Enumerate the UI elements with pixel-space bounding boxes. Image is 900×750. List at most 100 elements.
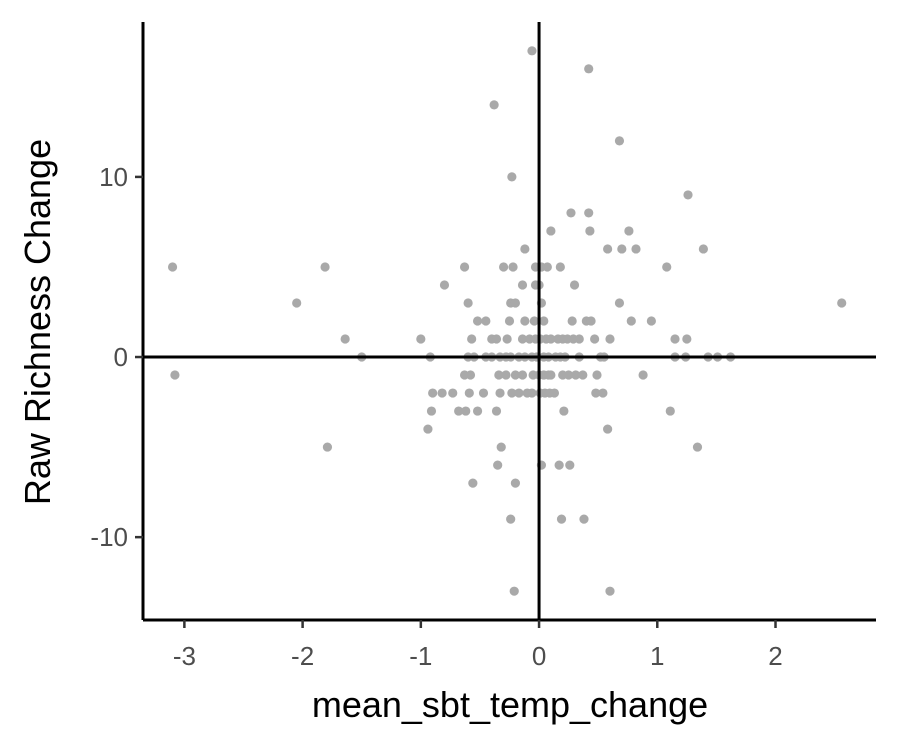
data-point (555, 262, 565, 272)
data-point (605, 334, 615, 344)
data-point (682, 334, 692, 344)
data-point (590, 334, 600, 344)
x-tick-label: 1 (650, 641, 664, 671)
data-point (646, 316, 656, 326)
data-point (603, 424, 613, 434)
data-point (559, 406, 569, 416)
data-point (506, 514, 516, 524)
data-point (520, 244, 530, 254)
x-tick-label: 0 (532, 641, 546, 671)
data-point (517, 370, 528, 380)
x-tick-label: -3 (173, 641, 196, 671)
data-point (508, 262, 518, 272)
data-point (509, 586, 519, 596)
data-point (546, 334, 556, 344)
data-point (638, 370, 648, 380)
data-point (529, 316, 539, 326)
data-point (510, 478, 521, 488)
data-point (439, 280, 450, 290)
data-point (423, 424, 433, 434)
data-point (517, 280, 528, 290)
data-point (472, 316, 483, 326)
data-point (467, 334, 477, 344)
data-point (574, 334, 584, 344)
data-point (586, 316, 596, 326)
data-point (322, 442, 333, 452)
y-axis-title: Raw Richness Change (17, 139, 58, 505)
data-point (556, 514, 567, 524)
data-point (549, 388, 560, 398)
data-point (428, 388, 438, 398)
data-point (670, 334, 680, 344)
data-point (683, 190, 693, 200)
data-point (614, 136, 625, 146)
data-point (564, 370, 574, 380)
data-point (495, 388, 505, 398)
data-point (517, 334, 528, 344)
data-point (614, 298, 625, 308)
data-point (170, 370, 180, 380)
data-point (546, 370, 556, 380)
data-point (491, 334, 502, 344)
data-point (584, 208, 594, 218)
axes-layer (141, 22, 876, 622)
data-point (520, 316, 530, 326)
data-point (698, 244, 708, 254)
data-point (546, 226, 556, 236)
data-point (539, 316, 549, 326)
x-tick-label: -2 (291, 641, 314, 671)
data-point (527, 388, 537, 398)
data-point (514, 388, 524, 398)
data-point (631, 244, 641, 254)
data-point (510, 298, 521, 308)
data-point (498, 262, 509, 272)
data-point (626, 316, 636, 326)
data-point (340, 334, 350, 344)
data-point (510, 370, 521, 380)
data-point (167, 262, 178, 272)
points-layer (167, 46, 847, 596)
data-point (448, 388, 458, 398)
data-point (579, 514, 589, 524)
data-point (617, 244, 627, 254)
data-point (489, 100, 499, 110)
x-axis-title: mean_sbt_temp_change (312, 684, 708, 725)
data-point (416, 334, 426, 344)
y-tick-label: 10 (99, 162, 128, 192)
data-point (565, 460, 575, 470)
data-point (491, 406, 502, 416)
data-point (591, 388, 601, 398)
data-point (592, 370, 602, 380)
data-point (501, 370, 511, 380)
data-point (493, 460, 503, 470)
data-point (603, 244, 613, 254)
data-point (320, 262, 330, 272)
data-point (585, 226, 595, 236)
y-tick-label: 0 (114, 342, 128, 372)
data-point (624, 226, 634, 236)
y-tick-label: -10 (90, 522, 128, 552)
data-point (496, 442, 506, 452)
data-point (542, 262, 552, 272)
data-point (437, 388, 447, 398)
data-point (464, 388, 474, 398)
data-point (692, 442, 703, 452)
data-point (465, 370, 476, 380)
data-point (481, 316, 491, 326)
data-point (598, 388, 608, 398)
data-point (494, 370, 504, 380)
data-point (584, 64, 594, 74)
data-point (478, 388, 489, 398)
x-tick-label: -1 (409, 641, 432, 671)
data-point (527, 46, 537, 56)
data-point (605, 586, 615, 596)
x-tick-label: 2 (768, 641, 782, 671)
data-point (571, 370, 581, 380)
data-point (468, 478, 478, 488)
data-point (504, 316, 515, 326)
data-point (566, 208, 576, 218)
data-point (569, 280, 580, 290)
data-point (507, 388, 517, 398)
